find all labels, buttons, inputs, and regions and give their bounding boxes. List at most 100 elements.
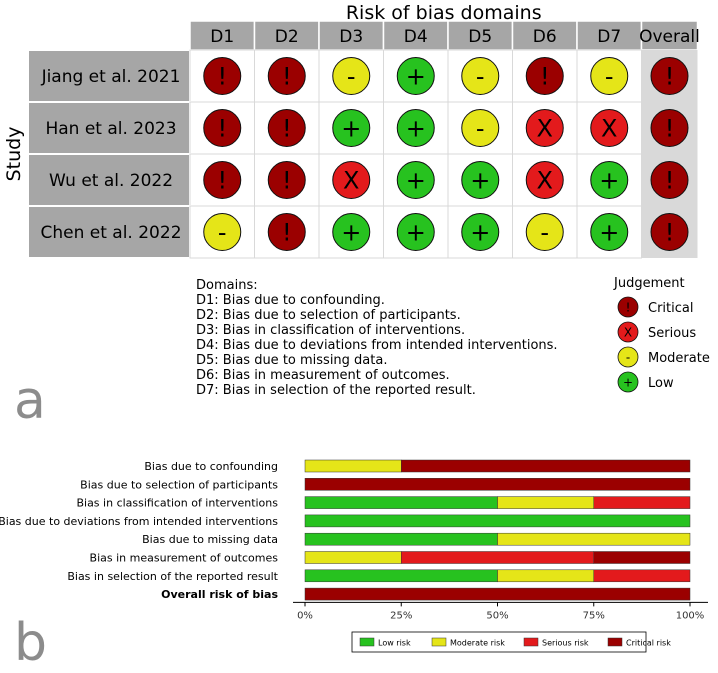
domain-description: D7: Bias in selection of the reported re…: [196, 383, 476, 398]
judgement-serious-marker: [525, 109, 564, 147]
legend-swatch: [523, 637, 539, 647]
legend-symbol: -: [626, 351, 630, 365]
judgement-critical-marker: [650, 57, 689, 95]
judgement-symbol: -: [540, 219, 549, 247]
x-tick-label: 100%: [676, 610, 705, 621]
bar-segment-critical-risk: [304, 587, 691, 601]
column-header-cell: [576, 20, 643, 51]
column-header-d3: D3: [339, 27, 363, 47]
legend-swatch: [359, 637, 375, 647]
bar-segment-low-risk: [304, 514, 691, 528]
judgement-moderate-marker: [332, 57, 371, 95]
grid-cell: [576, 205, 642, 259]
bar-segment-serious-risk: [593, 496, 691, 509]
summary-bar-panel: Bias due to confounding Bias due to selec…: [0, 440, 718, 673]
bar-segment-moderate-risk: [497, 532, 691, 546]
judgement-symbol: +: [599, 167, 619, 195]
category-label: Bias in measurement of outcomes: [90, 552, 279, 565]
x-tick-label: 50%: [486, 610, 508, 621]
judgement-symbol: -: [605, 63, 614, 91]
traffic-light-chart: Risk of bias domains Study D1 D2 D3 D4 D5 D6 D7…: [3, 2, 710, 431]
bar-segment-serious-risk: [401, 551, 594, 564]
panel-label-a: a: [14, 371, 46, 420]
judgement-critical-marker: [203, 161, 242, 199]
judgement-critical-marker: [525, 57, 564, 95]
domain-description: D6: Bias in measurement of outcomes.: [196, 368, 450, 383]
legend-symbol: X: [624, 326, 632, 340]
judgement-moderate-marker: [525, 213, 564, 251]
judgement-critical-marker: [267, 109, 306, 147]
legend-swatch: [607, 637, 623, 647]
x-tick-label: 0%: [297, 610, 313, 621]
judgement-critical-marker: [650, 109, 689, 147]
judgement-symbol: !: [665, 167, 675, 195]
x-tick-label: 25%: [390, 610, 412, 621]
legend-symbol: +: [623, 376, 633, 390]
judgement-symbol: X: [537, 115, 553, 143]
judgement-low-marker: [461, 161, 500, 199]
judgement-low-marker: [332, 109, 371, 147]
judgement-critical-marker: [267, 161, 306, 199]
study-label: Han et al. 2023: [45, 119, 176, 139]
domain-description: D4: Bias due to deviations from intended…: [196, 338, 558, 353]
judgement-symbol: !: [217, 63, 227, 91]
column-header-d1: D1: [210, 27, 234, 47]
legend-label: Serious: [648, 326, 696, 341]
chart-title: Risk of bias domains: [346, 2, 542, 24]
legend-label: Moderate: [648, 351, 710, 366]
column-header-overall: Overall: [639, 27, 700, 47]
row-label-cell: [27, 49, 191, 103]
y-axis-label: Study: [3, 127, 25, 182]
legend-label: Low risk: [378, 639, 411, 648]
judgement-symbol: !: [282, 115, 292, 143]
legend-label: Critical: [648, 301, 693, 316]
judgement-low-marker: [332, 213, 371, 251]
judgement-symbol: +: [341, 115, 361, 143]
judgement-critical-marker: [650, 213, 689, 251]
judgement-symbol: !: [282, 167, 292, 195]
bar-segment-critical-risk: [401, 459, 691, 473]
bar-segment-low-risk: [304, 496, 498, 509]
column-header-d7: D7: [597, 27, 621, 47]
bar-segment-critical-risk: [304, 478, 691, 491]
bar-segment-moderate-risk: [304, 551, 402, 564]
judgement-low-marker: [590, 161, 629, 199]
legend-box: [351, 631, 647, 653]
judgement-symbol: !: [282, 219, 292, 247]
judgement-symbol: -: [218, 219, 227, 247]
judgement-serious-marker: [525, 161, 564, 199]
judgement-symbol: -: [347, 63, 356, 91]
judgement-symbol: +: [470, 167, 490, 195]
judgement-symbol: -: [476, 63, 485, 91]
column-header-d4: D4: [404, 27, 428, 47]
judgement-symbol: +: [406, 219, 426, 247]
domain-description: D5: Bias due to missing data.: [196, 353, 387, 368]
judgement-symbol: +: [406, 115, 426, 143]
judgement-symbol: X: [601, 115, 617, 143]
judgement-symbol: !: [282, 63, 292, 91]
judgement-symbol: +: [599, 219, 619, 247]
judgement-critical-marker: [267, 57, 306, 95]
x-tick-label: 75%: [583, 610, 605, 621]
column-header-d5: D5: [468, 27, 492, 47]
judgement-moderate-marker: [461, 109, 500, 147]
judgement-symbol: !: [665, 115, 675, 143]
judgement-critical-marker: [203, 57, 242, 95]
judgement-symbol: !: [217, 115, 227, 143]
judgement-low-marker: [396, 213, 435, 251]
legend-symbol: !: [626, 301, 631, 315]
bar-segment-low-risk: [304, 532, 498, 546]
judgement-moderate-marker: [203, 213, 242, 251]
legend-label: Critical risk: [626, 639, 671, 648]
summary-bar-chart: Bias due to confounding Bias due to selec…: [0, 459, 708, 673]
judgement-low-marker: [590, 213, 629, 251]
column-header-cell: [511, 20, 578, 51]
judgement-symbol: !: [540, 63, 550, 91]
category-label: Bias in selection of the reported result: [67, 570, 278, 583]
bar-segment-serious-risk: [593, 569, 691, 583]
column-header-d2: D2: [275, 27, 299, 47]
judgement-symbol: !: [665, 63, 675, 91]
judgement-critical-marker: [650, 161, 689, 199]
judgement-symbol: -: [476, 115, 485, 143]
judgement-serious-marker: [332, 161, 371, 199]
